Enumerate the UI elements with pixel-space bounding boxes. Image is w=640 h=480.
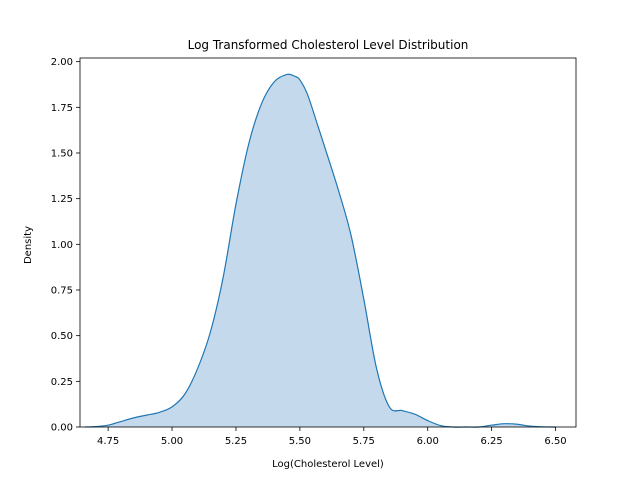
- y-tick-label: 1.75: [51, 103, 73, 114]
- x-tick-label: 6.50: [544, 436, 566, 447]
- x-axis-label: Log(Cholesterol Level): [272, 459, 384, 470]
- x-tick-label: 6.00: [417, 436, 439, 447]
- x-tick-label: 6.25: [480, 436, 502, 447]
- chart-title: Log Transformed Cholesterol Level Distri…: [188, 38, 469, 52]
- x-tick-label: 5.25: [225, 436, 247, 447]
- plot-frame: [79, 57, 577, 428]
- y-tick-label: 0.50: [51, 331, 73, 342]
- y-tick-label: 2.00: [51, 57, 73, 68]
- x-tick-label: 5.00: [161, 436, 183, 447]
- x-tick-label: 5.75: [353, 436, 375, 447]
- y-tick-label: 0.75: [51, 285, 73, 296]
- y-tick-label: 0.00: [51, 423, 73, 434]
- y-tick-label: 1.00: [51, 240, 73, 251]
- x-tick-label: 4.75: [97, 436, 119, 447]
- y-tick-label: 1.50: [51, 148, 73, 159]
- y-tick-label: 1.25: [51, 194, 73, 205]
- y-axis-label: Density: [23, 226, 34, 264]
- plot-area: 4.75 5.00 5.25 5.50 5.75 6.00 6.25 6.50 0.00 0.25…: [51, 57, 577, 447]
- density-fill-0: [85, 74, 556, 428]
- y-tick-label: 0.25: [51, 377, 73, 388]
- x-tick-label: 5.50: [289, 436, 311, 447]
